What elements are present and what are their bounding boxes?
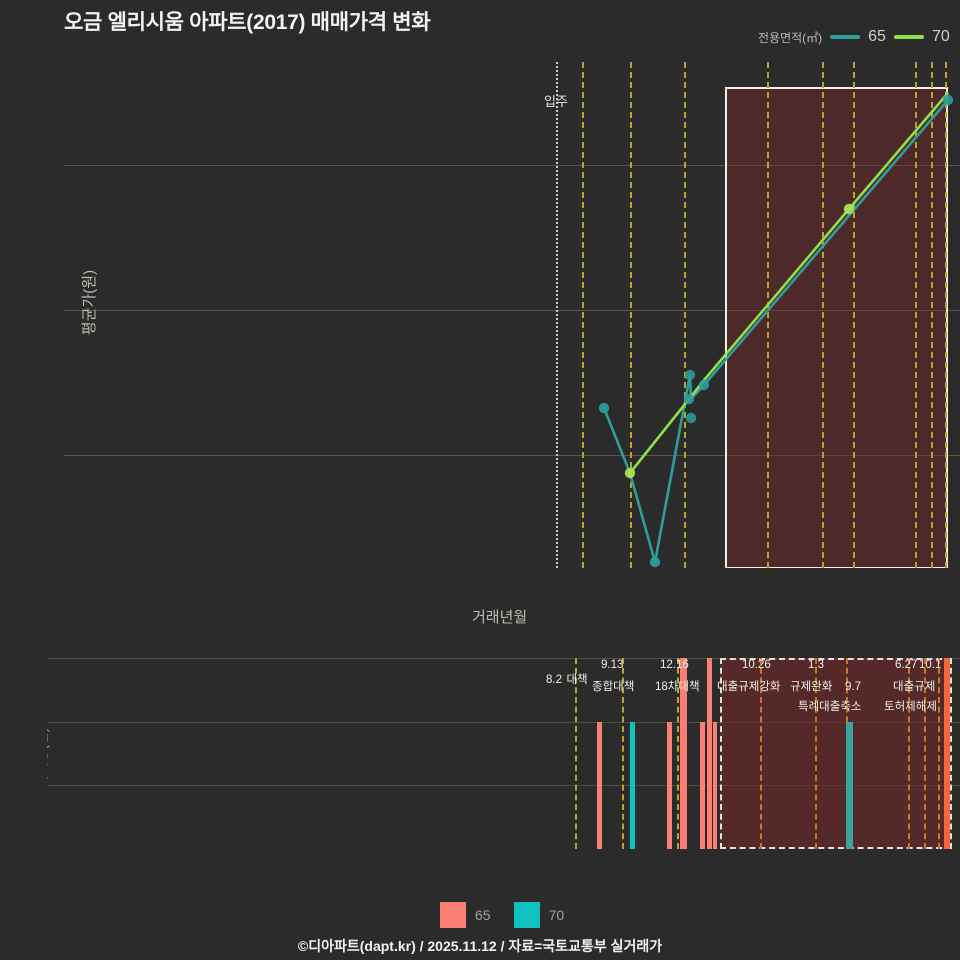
marker-70 [624,467,636,479]
price-y-axis-label: 평균가(원) [81,269,99,336]
legend-label-70: 70 [931,28,950,45]
price-x-axis-label: 거래년월 [472,609,528,626]
legend-label-65: 65 [868,28,886,45]
price-series-svg [598,92,954,568]
volume-bar [700,722,705,849]
legend-swatch-65 [830,35,861,39]
annotation-12-16-text: 18차대책 [655,681,700,693]
policy-line-6-27 [915,62,917,568]
marker-65 [649,556,661,568]
volume-chart-panel: 3 2 1 0 [0,645,960,890]
annotation-10-26-num: 10.26 [742,659,771,671]
marker-65 [942,94,954,106]
volume-bar [680,658,685,849]
vol-policy-line-12-16 [677,658,679,849]
vol-policy-line-9-13 [622,658,624,849]
vol-policy-line-8-2 [575,658,577,849]
annotation-6-27-text: 대출규제 [893,681,936,693]
annotation-9-13-text: 종합대책 [592,681,635,693]
marker-65 [598,402,610,414]
vol-policy-line-6-27 [908,658,910,849]
gridline-6 [64,310,960,311]
top-legend: 전용면적(㎡) 65 70 [758,28,950,46]
volume-bar [630,722,635,849]
annotation-1-3-num: 1.3 [808,659,824,671]
annotation-10-1-num: 10.1 [919,659,942,671]
volume-plot-area: 3 2 1 0 [47,658,960,849]
annotation-10-1-text: 토허제해제 [884,701,937,713]
series-line-65 [602,99,949,563]
marker-65 [684,369,696,381]
volume-bar [713,722,717,849]
policy-line-8-2 [582,62,584,568]
vol-legend-label-65: 65 [475,907,491,923]
vol-legend-label-70: 70 [548,907,565,923]
annotation-6-27-num: 6.27 [895,659,918,671]
footer-credit: ©디아파트(dapt.kr) / 2025.11.12 / 자료=국토교통부 실… [297,938,663,954]
vol-gridline-1 [47,785,960,786]
volume-bar [667,722,672,849]
price-chart-panel: 7억 6억 5억 [0,55,960,626]
volume-recent-highlight [720,658,952,849]
annotation-1-3-text: 규제완화 [790,681,833,693]
volume-bar [846,722,853,849]
vol-policy-line-1-3 [815,658,817,849]
policy-line-12-16 [684,62,686,568]
volume-y-axis-label: 거래량(건) [47,727,50,789]
volume-bar [597,722,602,849]
annotation-9-7-text: 특례대출축소 [798,701,862,713]
policy-line-9-13 [630,62,632,568]
series-line-70 [628,92,949,474]
vol-policy-line-10-1 [924,658,926,849]
gridline-7 [64,165,960,166]
annotation-12-16-num: 12.16 [660,659,689,671]
top-legend-title: 전용면적(㎡) [758,30,823,45]
move-in-line [556,62,558,568]
policy-line-10-26 [767,62,769,568]
policy-line-9-7 [853,62,855,568]
vol-gridline-2 [47,722,960,723]
annotation-9-13-num: 9.13 [601,659,624,671]
gridline-5 [64,455,960,456]
policy-line-10-1 [931,62,933,568]
vol-gridline-3 [47,658,960,659]
page-title: 오금 엘리시움 아파트(2017) 매매가격 변화 [64,11,431,34]
marker-70 [843,203,855,215]
volume-legend: 65 70 [440,902,578,928]
vol-legend-swatch-65 [440,902,466,928]
price-plot-area: 7억 6억 5억 [64,62,960,568]
annotation-8-2: 8.2 대책 [546,674,588,686]
marker-65 [698,379,710,391]
vol-legend-swatch-70 [513,902,540,928]
legend-swatch-70 [893,35,924,39]
move-in-annotation: 입주 [544,94,568,109]
policy-line-end [945,62,947,568]
recent-period-highlight [725,87,948,568]
vol-marker-pink [684,658,687,849]
volume-bar [707,658,712,849]
marker-65 [685,412,697,424]
volume-bar [944,658,950,849]
annotation-9-7-num: 9.7 [845,681,861,693]
marker-65 [683,393,695,405]
policy-line-1-3 [822,62,824,568]
annotation-10-26-text: 대출규제강화 [717,681,781,693]
vol-policy-line-10-26 [760,658,762,849]
vol-policy-line-end [938,658,940,849]
